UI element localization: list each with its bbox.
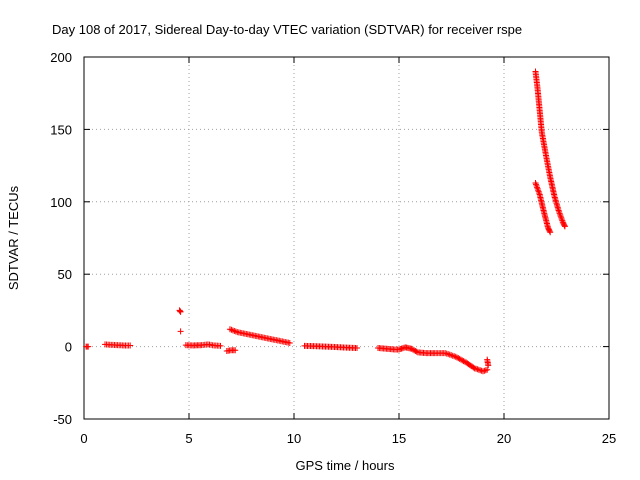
data-point <box>454 354 461 361</box>
data-point <box>446 351 453 358</box>
axis-ticks <box>83 56 610 420</box>
data-point <box>217 342 224 349</box>
y-tick-label: 100 <box>50 195 72 210</box>
data-point <box>533 181 540 188</box>
data-point <box>448 352 455 359</box>
x-tick-label: 20 <box>497 431 511 446</box>
data-point <box>557 211 564 218</box>
data-point <box>484 366 491 373</box>
data-point <box>413 348 420 355</box>
data-point <box>457 356 464 363</box>
data-point <box>546 228 553 235</box>
data-point <box>558 216 565 223</box>
data-point <box>535 188 542 195</box>
data-point <box>177 328 184 335</box>
data-point <box>558 214 565 221</box>
data-point <box>561 223 568 230</box>
data-point <box>286 339 293 346</box>
data-point <box>226 326 233 333</box>
data-point <box>459 357 466 364</box>
data-point <box>231 327 238 334</box>
data-point <box>177 308 184 315</box>
chart-title: Day 108 of 2017, Sidereal Day-to-day VTE… <box>52 22 522 37</box>
data-point <box>470 364 477 371</box>
data-point <box>232 347 239 354</box>
data-point <box>557 213 564 220</box>
data-point <box>176 307 183 314</box>
y-tick-label: 200 <box>50 50 72 65</box>
y-tick-label: 50 <box>58 267 72 282</box>
data-point <box>456 355 463 362</box>
x-axis-label: GPS time / hours <box>296 458 395 473</box>
x-tick-label: 0 <box>80 431 87 446</box>
y-tick-label: -50 <box>53 412 72 427</box>
data-point <box>535 187 542 194</box>
grid-lines <box>84 57 609 419</box>
x-tick-label: 10 <box>287 431 301 446</box>
data-point <box>445 351 452 358</box>
x-tick-label: 5 <box>185 431 192 446</box>
data-point <box>536 190 543 197</box>
data-point <box>85 343 92 350</box>
data-point <box>533 182 540 189</box>
data-point <box>452 353 459 360</box>
data-point <box>561 222 568 229</box>
data-point <box>534 185 541 192</box>
data-point <box>229 327 236 334</box>
data-point <box>455 355 462 362</box>
tick-labels: 0 5 10 15 20 25 -50 0 50 100 150 200 <box>50 50 616 446</box>
data-point <box>354 345 360 352</box>
y-axis-label: SDTVAR / TECUs <box>6 185 21 290</box>
data-point <box>556 208 563 215</box>
data-point <box>460 358 467 365</box>
data-point <box>547 229 554 236</box>
data-point <box>228 326 235 333</box>
data-points <box>83 68 568 375</box>
data-point <box>409 346 416 353</box>
x-tick-label: 25 <box>602 431 616 446</box>
data-point <box>232 328 239 335</box>
data-point <box>408 345 415 352</box>
data-point <box>127 342 134 349</box>
data-point <box>411 347 418 354</box>
data-point <box>559 217 566 224</box>
data-point <box>534 184 541 191</box>
data-point <box>443 350 450 357</box>
y-tick-label: 0 <box>65 340 72 355</box>
data-point <box>532 179 539 186</box>
data-point <box>485 362 492 369</box>
y-tick-label: 150 <box>50 122 72 137</box>
x-tick-label: 15 <box>392 431 406 446</box>
data-point <box>177 308 184 315</box>
data-point <box>412 347 419 354</box>
data-point <box>442 350 449 357</box>
data-point <box>555 207 562 214</box>
data-point <box>556 210 563 217</box>
plot-frame <box>83 56 610 420</box>
